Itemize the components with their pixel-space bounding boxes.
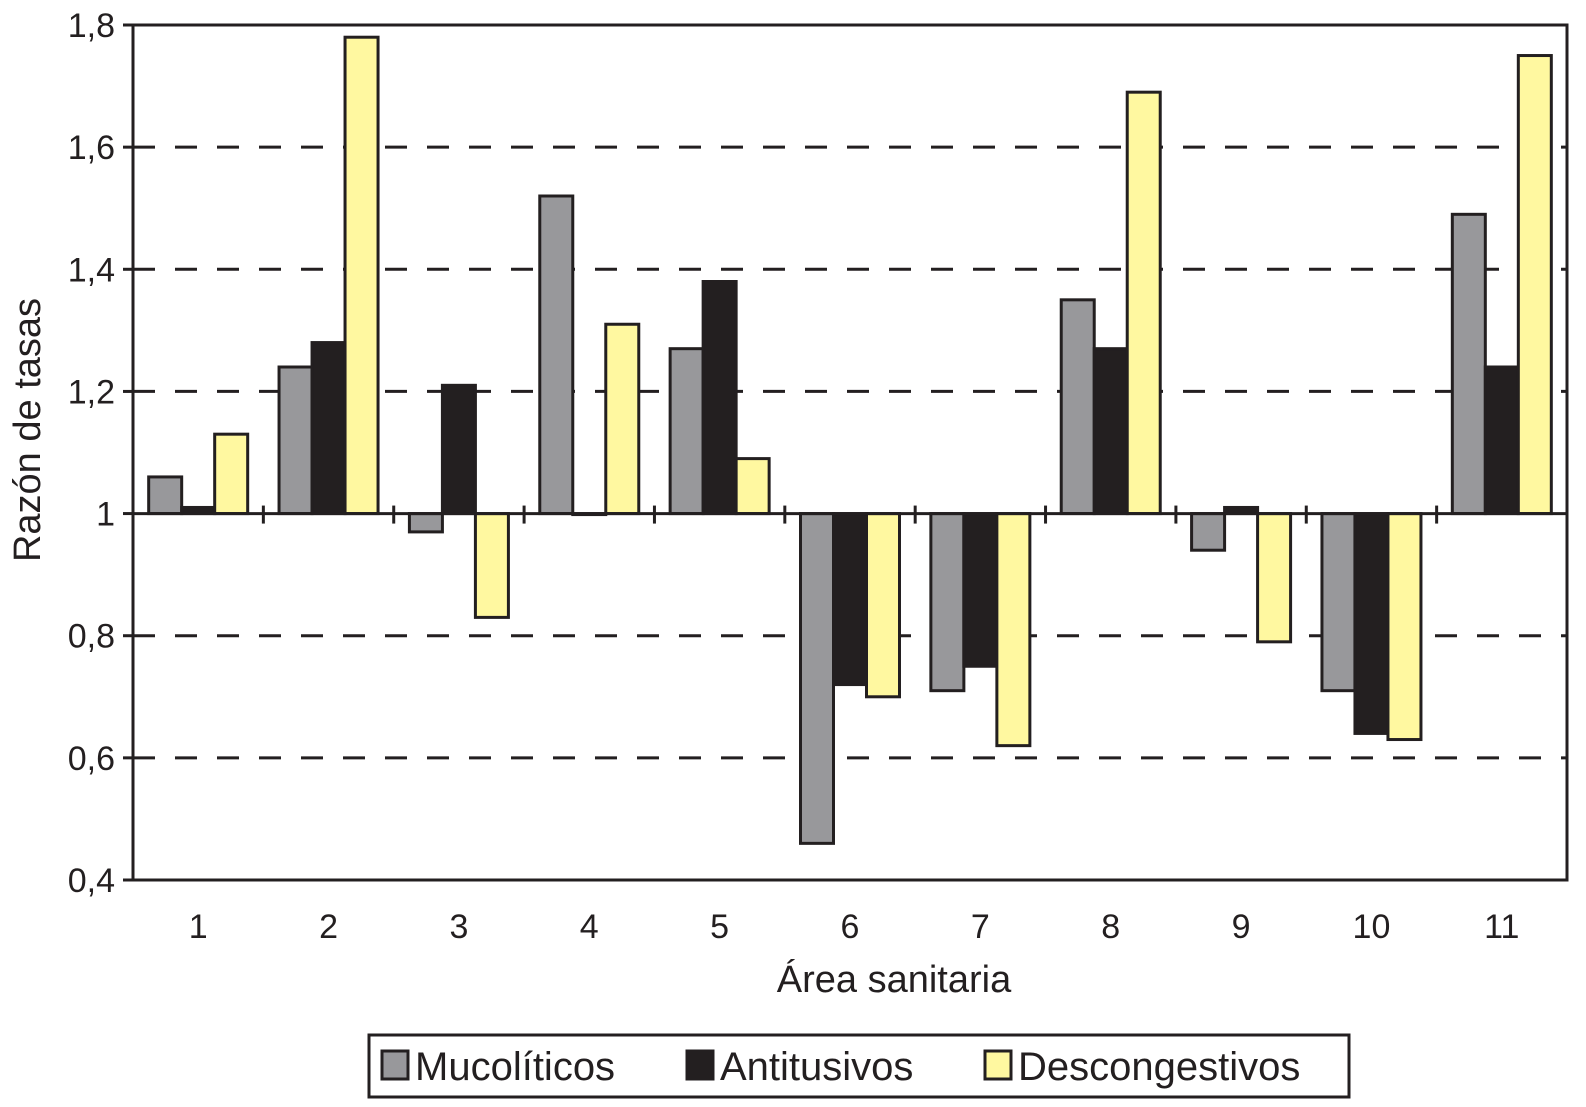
x-tick-label: 8 bbox=[1101, 908, 1120, 946]
bar-descongestivos-1 bbox=[213, 432, 250, 516]
bar-descongestivos-8 bbox=[1125, 90, 1162, 516]
x-tick-labels: 1 2 3 4 5 6 7 8 9 10 11 bbox=[189, 908, 1520, 946]
legend-label-mucolíticos: Mucolíticos bbox=[415, 1045, 615, 1089]
legend-label-antitusivos: Antitusivos bbox=[720, 1045, 913, 1089]
legend-swatch-mucolíticos bbox=[380, 1049, 410, 1081]
x-tick-label: 4 bbox=[580, 908, 599, 946]
legend-swatch-antitusivos bbox=[685, 1049, 715, 1081]
bar-mucolíticos-4 bbox=[538, 194, 575, 516]
bar-antitusivos-10 bbox=[1353, 512, 1390, 735]
bar-antitusivos-7 bbox=[962, 512, 999, 668]
bar-descongestivos-4 bbox=[604, 322, 641, 516]
x-axis-label: Área sanitaria bbox=[777, 958, 1012, 1001]
y-tick-labels: 0,4 0,6 0,8 1 1,2 1,4 1,6 1,8 bbox=[68, 7, 115, 900]
x-tick-label: 2 bbox=[319, 908, 338, 946]
bar-descongestivos-5 bbox=[734, 457, 771, 516]
bar-antitusivos-8 bbox=[1092, 347, 1129, 516]
axes bbox=[123, 23, 1569, 882]
y-tick-label: 1,4 bbox=[68, 251, 115, 289]
bar-mucolíticos-11 bbox=[1450, 212, 1487, 516]
x-tick-label: 10 bbox=[1353, 908, 1391, 946]
y-tick-label: 0,8 bbox=[68, 618, 115, 656]
x-tick-label: 3 bbox=[449, 908, 468, 946]
bar-mucolíticos-5 bbox=[668, 347, 705, 516]
bar-mucolíticos-1 bbox=[147, 475, 184, 516]
legend-label-descongestivos: Descongestivos bbox=[1018, 1045, 1300, 1089]
bar-antitusivos-3 bbox=[440, 383, 477, 516]
bar-mucolíticos-7 bbox=[929, 512, 966, 693]
bar-descongestivos-3 bbox=[473, 512, 510, 619]
bar-antitusivos-6 bbox=[832, 512, 868, 687]
bar-descongestivos-7 bbox=[995, 512, 1032, 748]
bar-descongestivos-9 bbox=[1256, 512, 1293, 644]
y-tick-label: 0,4 bbox=[68, 862, 115, 900]
bar-mucolíticos-3 bbox=[407, 512, 444, 534]
bar-descongestivos-11 bbox=[1516, 54, 1553, 516]
bars bbox=[147, 35, 1553, 845]
x-tick-label: 5 bbox=[710, 908, 729, 946]
bar-mucolíticos-6 bbox=[799, 512, 835, 845]
bar-mucolíticos-10 bbox=[1320, 512, 1357, 693]
x-tick-label: 1 bbox=[189, 908, 208, 946]
y-tick-label: 1,8 bbox=[68, 7, 115, 45]
bar-descongestivos-2 bbox=[343, 35, 380, 516]
bar-antitusivos-5 bbox=[701, 280, 738, 516]
bar-mucolíticos-9 bbox=[1190, 512, 1227, 552]
x-tick-label: 7 bbox=[971, 908, 990, 946]
x-tick-label: 9 bbox=[1232, 908, 1251, 946]
y-tick-label: 1 bbox=[96, 496, 115, 534]
y-axis-label: Razón de tasas bbox=[7, 298, 49, 562]
plot-frame bbox=[131, 23, 1569, 882]
y-tick-label: 1,6 bbox=[68, 129, 115, 167]
legend: Mucolíticos Antitusivos Descongestivos bbox=[367, 1033, 1351, 1099]
bar-antitusivos-2 bbox=[310, 341, 347, 516]
bar-mucolíticos-8 bbox=[1059, 298, 1096, 516]
x-tick-label: 6 bbox=[841, 908, 860, 946]
bar-descongestivos-10 bbox=[1386, 512, 1423, 742]
y-tick-label: 0,6 bbox=[68, 740, 115, 778]
bar-mucolíticos-2 bbox=[277, 365, 314, 516]
y-tick-label: 1,2 bbox=[68, 373, 115, 411]
bar-antitusivos-11 bbox=[1483, 365, 1520, 516]
bar-descongestivos-6 bbox=[865, 512, 901, 699]
legend-swatch-descongestivos bbox=[983, 1049, 1013, 1081]
legend-box bbox=[367, 1033, 1351, 1099]
x-tick-label: 11 bbox=[1484, 908, 1519, 946]
